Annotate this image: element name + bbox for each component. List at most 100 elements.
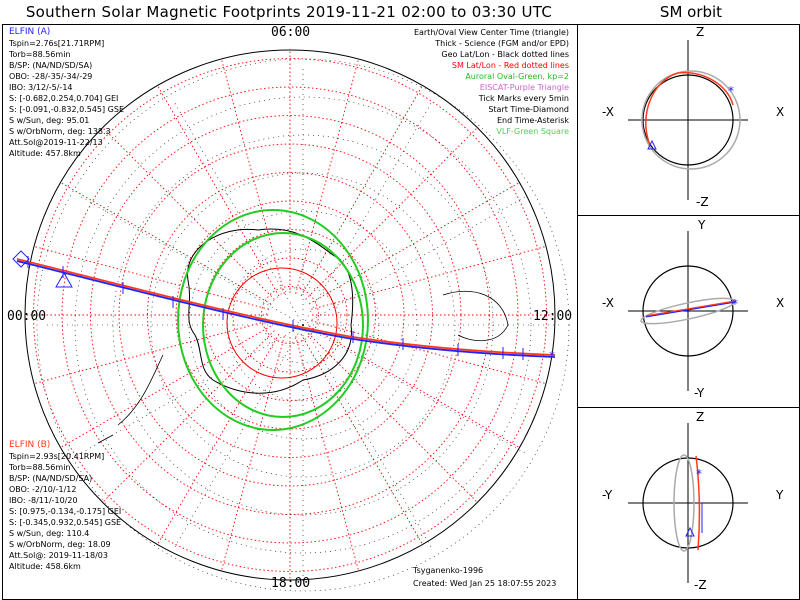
hour-label-left: 00:00 — [7, 309, 47, 324]
satellite-tracks: * — [12, 250, 556, 363]
sm-grid-lines — [24, 49, 556, 581]
sm-longitude-line — [308, 182, 520, 305]
geo-latitude-circle — [188, 210, 418, 440]
sm-longitude-line — [60, 325, 272, 448]
elfin_b-line: Altitude: 458.6km — [9, 562, 81, 571]
orbit-b — [645, 71, 734, 146]
legend-item: Earth/Oval View Center Time (triangle) — [413, 28, 569, 37]
sm-latitude-circle — [61, 86, 519, 544]
elfin_a-line: S w/OrbNorm, deg: 138.3 — [9, 127, 111, 136]
geo-grid-lines — [36, 58, 570, 592]
geo-latitude-circle — [74, 96, 532, 554]
sm-longitude-line — [157, 85, 280, 297]
legend-item: Auroral Oval-Green, kp=2 — [465, 72, 569, 81]
outer-boundary — [24, 49, 556, 581]
geo-longitude-line — [77, 324, 304, 456]
sm-longitude-line — [300, 333, 423, 545]
geo-longitude-line — [302, 99, 434, 326]
footprint-plot-panel: * 06:00 00:00 12:00 18:00 ELFIN (A) Tspi… — [2, 24, 578, 600]
elfin_a-line: B/SP: (NA/ND/SD/SA) — [9, 61, 93, 70]
geo-longitude-line — [302, 324, 434, 551]
legend-item: Tick Marks every 5min — [478, 94, 569, 103]
sm-longitude-line — [157, 333, 280, 545]
hour-label-right: 12:00 — [533, 309, 573, 324]
peninsula-outline — [97, 354, 164, 444]
sm-longitude-line — [308, 325, 520, 448]
elfin_b-line: OBO: -2/10/-1/12 — [9, 485, 77, 494]
model-label: Tsyganenko-1996 — [413, 566, 484, 575]
sm-latitude-circle — [90, 115, 490, 515]
sm-longitude-line — [311, 320, 547, 385]
page-title: Southern Solar Magnetic Footprints 2019-… — [25, 3, 553, 21]
axis-right: Y — [776, 488, 784, 502]
start-diamond — [12, 250, 30, 268]
sm-longitude-line — [305, 330, 478, 503]
landmass-outline — [442, 290, 509, 342]
orbit-triangle — [647, 139, 657, 150]
elfin_b-line: Att.Sol@: 2019-11-18/03 — [9, 551, 108, 560]
end-asterisk: * — [549, 349, 555, 363]
orbit-panel-xy: * Y -Y -X X — [577, 215, 800, 408]
sm-longitude-line — [33, 245, 269, 310]
sm-longitude-line — [220, 336, 285, 572]
orbit-a — [673, 454, 695, 552]
elfin_b-line: S: [0.975,-0.134,-0.175] GEI — [9, 507, 122, 516]
axis-left: -Y — [602, 488, 613, 502]
sm-longitude-line — [102, 127, 275, 300]
sm-longitude-line — [220, 58, 285, 294]
elfin_b-line: IBO: -8/11/-10/20 — [9, 496, 78, 505]
end-asterisk: * — [696, 467, 702, 481]
auroral-oval-outer — [177, 209, 369, 431]
geo-longitude-line — [302, 194, 529, 326]
elfin-a-track — [16, 260, 556, 358]
auroral-oval-inner — [202, 232, 364, 418]
hour-label-bottom: 18:00 — [271, 576, 311, 591]
axis-left: -X — [602, 296, 614, 310]
sm-latitude-circle — [147, 172, 433, 458]
geo-longitude-line — [172, 324, 304, 551]
end-asterisk: * — [732, 297, 738, 311]
orbit-panel-xz: * Z -Z -X X — [577, 24, 800, 216]
elfin_a-line: S w/Sun, deg: 95.01 — [9, 116, 90, 125]
orbit-title: SM orbit — [659, 3, 723, 21]
earth-circle — [642, 74, 734, 166]
elfin_a-line: S: [-0.091,-0.832,0.545] GSE — [9, 105, 124, 114]
elfin_b-line: S: [-0.345,0.932,0.545] GSE — [9, 518, 122, 527]
geo-longitude-line — [302, 324, 529, 456]
sm-latitude-circle — [261, 286, 319, 344]
axis-top: Y — [698, 218, 706, 232]
sm-longitude-line — [102, 330, 275, 503]
elfin_a-line: Tspin=2.76s[21.71RPM] — [9, 39, 105, 48]
elfin_a-line: Att.Sol@2019-11-22/13 — [9, 138, 103, 147]
geo-latitude-circle — [150, 172, 456, 478]
axis-left: -X — [602, 105, 614, 119]
orbit-xy-plot: * — [628, 231, 748, 391]
elfin_a-line: IBO: 3/12/-5/-14 — [9, 83, 73, 92]
hour-label-top: 06:00 — [271, 25, 311, 40]
elfin_a-line: S: [-0.682,0.254,0.704] GEI — [9, 94, 119, 103]
elfin-a-name: ELFIN (A) — [9, 27, 51, 37]
sm-longitude-line — [305, 127, 478, 300]
antarctica-outline — [97, 228, 509, 444]
sm-latitude-circle — [33, 58, 547, 572]
view-center-triangle — [55, 271, 73, 288]
end-asterisk: * — [728, 84, 734, 98]
geo-latitude-circle — [264, 286, 342, 364]
legend: Earth/Oval View Center Time (triangle) Th… — [313, 27, 573, 157]
legend-item: SM Lat/Lon - Red dotted lines — [451, 61, 569, 70]
axis-right: X — [776, 105, 785, 119]
geo-latitude-circle — [36, 58, 570, 592]
sm-longitude-line — [311, 245, 547, 310]
earth-circle — [642, 265, 734, 357]
elfin_b-line: S w/Sun, deg: 110.4 — [9, 529, 90, 538]
orbit-yz-plot: * — [628, 423, 748, 583]
sm-longitude-line — [60, 182, 272, 305]
sm-latitude-circle — [204, 229, 376, 401]
legend-item: End Time-Asterisk — [496, 116, 569, 125]
elfin_b-line: Torb=88.56min — [9, 463, 71, 472]
axis-bottom: -Z — [696, 195, 709, 209]
sm-latitude-circle — [118, 143, 462, 487]
orbit-b — [695, 455, 701, 551]
orbit-xz-plot: * — [628, 40, 748, 200]
elfin_b-line: S w/OrbNorm, deg: 18.09 — [9, 540, 111, 549]
